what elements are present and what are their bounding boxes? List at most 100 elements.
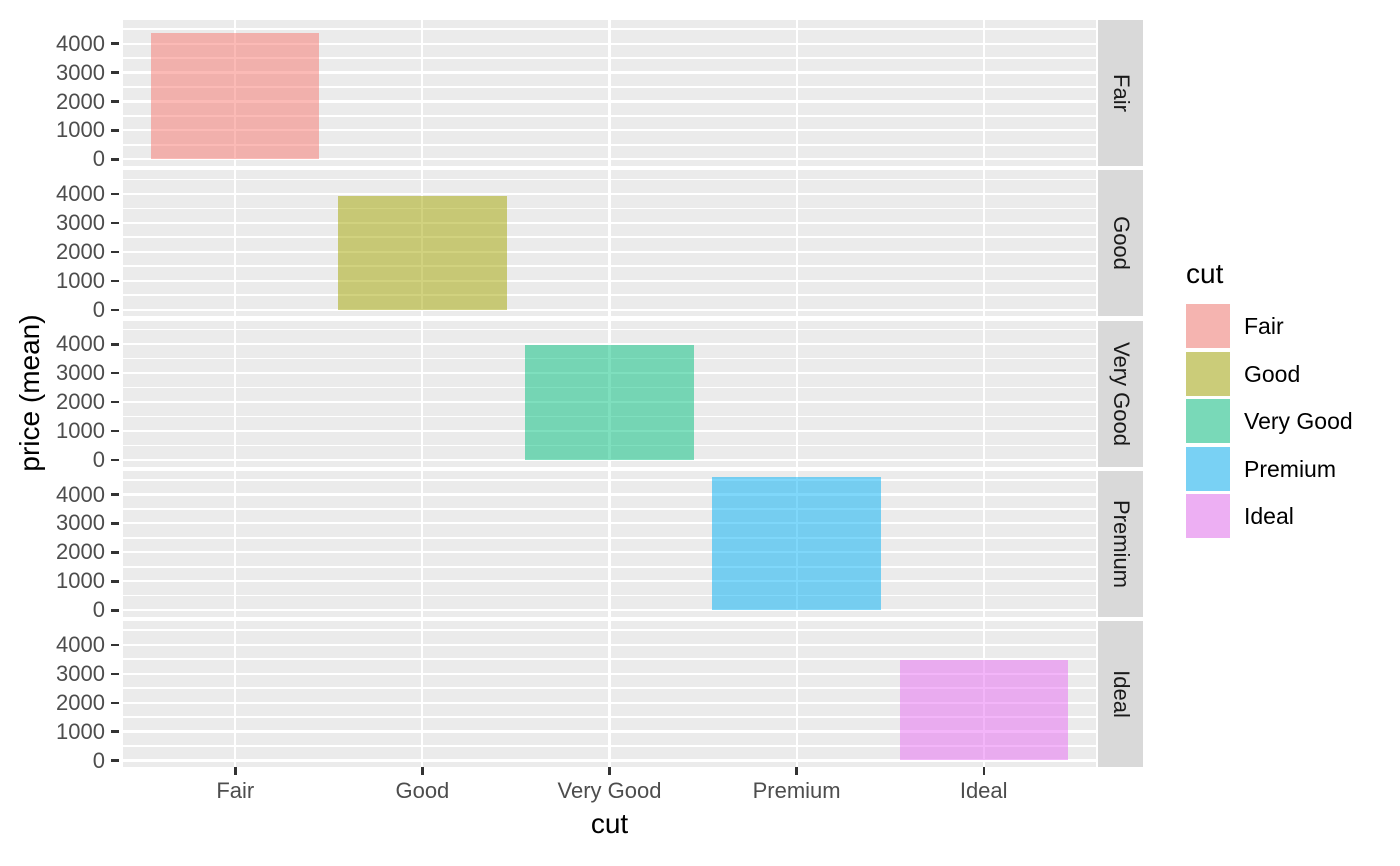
y-tick-label: 4000 xyxy=(56,180,105,206)
legend-entry-fair: Fair xyxy=(1186,304,1396,348)
x-axis-title: cut xyxy=(590,808,629,839)
major-gridline-vertical xyxy=(234,170,237,317)
legend-entry-label: Ideal xyxy=(1244,503,1294,529)
y-tick-label: 0 xyxy=(92,747,105,773)
x-tick-mark xyxy=(982,767,985,776)
y-tick-label: 0 xyxy=(92,447,105,472)
legend-entry-premium: Premium xyxy=(1186,446,1396,491)
facet-panel-ideal xyxy=(123,621,1096,768)
facet-strip-premium: Premium xyxy=(1098,470,1143,617)
y-tick-label: 2000 xyxy=(56,539,105,565)
x-tick-mark xyxy=(795,767,798,776)
major-gridline-vertical xyxy=(795,20,798,166)
y-tick-label: 2000 xyxy=(56,689,105,715)
facet-strip-label: Fair xyxy=(1108,74,1134,112)
y-tick-label: 1000 xyxy=(56,718,105,744)
y-tick-label: 2000 xyxy=(56,238,105,264)
y-tick-mark xyxy=(111,308,119,311)
y-tick-mark xyxy=(111,250,119,254)
y-tick-label: 1000 xyxy=(56,117,105,143)
y-tick-mark xyxy=(111,158,119,161)
x-tick-mark xyxy=(421,767,424,776)
facet-strip-fair: Fair xyxy=(1098,20,1143,166)
major-gridline-vertical xyxy=(421,470,424,617)
major-gridline-vertical xyxy=(982,320,985,467)
y-tick-label: 3000 xyxy=(56,360,105,386)
x-tick-label: Good xyxy=(395,778,450,804)
legend-key-fill xyxy=(1186,399,1230,443)
legend-key-swatch xyxy=(1186,304,1230,348)
bar-very-good xyxy=(525,344,694,460)
y-tick-mark xyxy=(111,609,119,612)
y-tick-label: 4000 xyxy=(56,481,105,507)
y-tick-mark xyxy=(111,672,119,675)
facet-strip-label: Premium xyxy=(1108,499,1134,588)
legend-key-fill xyxy=(1186,351,1230,396)
facet-strip-good: Good xyxy=(1098,170,1143,317)
major-gridline-vertical xyxy=(982,470,985,617)
y-tick-label: 4000 xyxy=(56,631,105,657)
y-tick-label: 0 xyxy=(92,146,105,172)
x-tick-label: Premium xyxy=(752,778,841,804)
y-tick-mark xyxy=(111,643,119,647)
y-tick-label: 1000 xyxy=(56,418,105,443)
y-tick-label: 0 xyxy=(92,296,105,322)
facet-panel-premium xyxy=(123,470,1096,617)
major-gridline-vertical xyxy=(608,470,611,617)
y-tick-label: 3000 xyxy=(56,660,105,686)
major-gridline-vertical xyxy=(982,170,985,317)
major-gridline-vertical xyxy=(421,320,424,467)
y-tick-label: 2000 xyxy=(56,389,105,415)
legend-entry-very-good: Very Good xyxy=(1186,399,1396,443)
y-tick-mark xyxy=(111,42,119,45)
y-tick-mark xyxy=(111,522,119,525)
legend: cut Fair Good Very Good Premium Ideal xyxy=(1186,258,1396,542)
major-gridline-vertical xyxy=(795,170,798,317)
y-tick-mark xyxy=(111,71,119,74)
x-tick-mark xyxy=(608,767,611,776)
facet-strip-label: Ideal xyxy=(1108,670,1134,719)
y-tick-mark xyxy=(111,343,119,346)
legend-key-swatch xyxy=(1186,351,1230,396)
legend-key-swatch xyxy=(1186,446,1230,491)
y-tick-mark xyxy=(111,221,119,225)
major-gridline-vertical xyxy=(982,20,985,166)
y-tick-label: 0 xyxy=(92,597,105,623)
facet-panel-very-good xyxy=(123,320,1096,467)
legend-entry-label: Fair xyxy=(1244,313,1284,339)
major-gridline-vertical xyxy=(234,621,237,768)
legend-key-fill xyxy=(1186,304,1230,348)
major-gridline-vertical xyxy=(795,320,798,467)
x-tick-label: Very Good xyxy=(557,778,662,804)
y-tick-label: 3000 xyxy=(56,209,105,235)
major-gridline-vertical xyxy=(608,170,611,317)
legend-key-swatch xyxy=(1186,399,1230,443)
legend-entry-label: Very Good xyxy=(1244,408,1353,434)
y-tick-mark xyxy=(111,400,119,404)
major-gridline-vertical xyxy=(234,470,237,617)
y-tick-mark xyxy=(111,701,119,704)
legend-entry-label: Premium xyxy=(1244,455,1337,482)
y-tick-mark xyxy=(111,371,119,375)
y-tick-mark xyxy=(111,580,119,583)
y-tick-mark xyxy=(111,129,119,132)
y-tick-label: 1000 xyxy=(56,267,105,293)
y-tick-label: 2000 xyxy=(56,88,105,114)
x-tick-label: Fair xyxy=(216,778,255,804)
major-gridline-vertical xyxy=(608,20,611,166)
legend-entry-good: Good xyxy=(1186,351,1396,396)
x-tick-mark xyxy=(234,767,237,776)
y-tick-label: 3000 xyxy=(56,59,105,85)
y-tick-mark xyxy=(111,551,119,554)
y-tick-label: 1000 xyxy=(56,568,105,594)
y-tick-label: 3000 xyxy=(56,510,105,536)
legend-entry-ideal: Ideal xyxy=(1186,494,1396,538)
y-tick-mark xyxy=(111,192,119,196)
facet-panel-good xyxy=(123,170,1096,317)
y-tick-mark xyxy=(111,759,119,762)
y-tick-mark xyxy=(111,458,119,462)
y-tick-label: 4000 xyxy=(56,331,105,357)
facet-panel-fair xyxy=(123,20,1096,166)
legend-title: cut xyxy=(1186,258,1224,289)
